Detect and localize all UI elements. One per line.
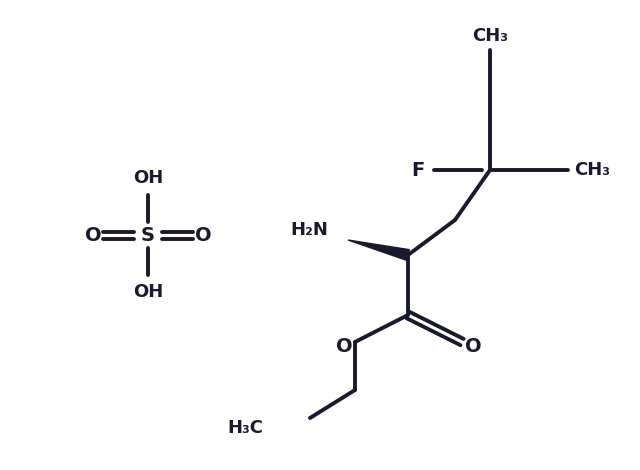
Text: OH: OH bbox=[133, 283, 163, 301]
Text: S: S bbox=[141, 226, 155, 244]
Text: O: O bbox=[336, 337, 352, 357]
Text: CH₃: CH₃ bbox=[574, 161, 610, 179]
Text: O: O bbox=[195, 226, 211, 244]
Text: H₃C: H₃C bbox=[227, 419, 263, 437]
Text: OH: OH bbox=[133, 169, 163, 187]
Polygon shape bbox=[348, 240, 410, 260]
Text: O: O bbox=[465, 337, 481, 357]
Text: F: F bbox=[412, 160, 424, 180]
Text: H₂N: H₂N bbox=[290, 221, 328, 239]
Text: O: O bbox=[84, 226, 101, 244]
Text: CH₃: CH₃ bbox=[472, 27, 508, 45]
